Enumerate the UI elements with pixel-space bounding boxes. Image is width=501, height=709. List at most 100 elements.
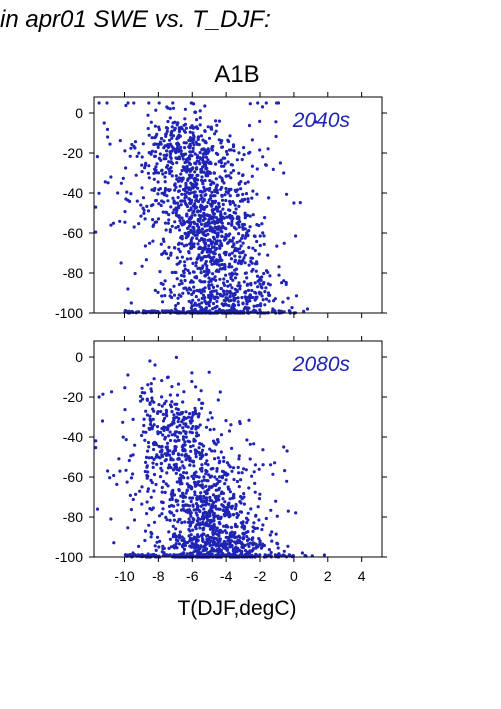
data-point [291,554,295,558]
data-point [243,236,247,240]
data-point [162,425,166,429]
data-point [193,213,197,217]
data-point [206,232,210,236]
data-point [216,516,220,521]
data-point [241,535,246,540]
data-point [221,504,225,508]
data-point [183,231,187,235]
data-point [230,251,234,255]
data-point [282,279,286,283]
data-point [97,395,101,399]
data-point [177,189,181,193]
data-point [166,221,170,225]
data-point [163,416,167,420]
data-point [175,262,179,266]
data-point [156,410,160,414]
data-point [115,482,119,486]
data-point [100,419,105,423]
data-point [154,165,158,169]
data-point [192,508,196,512]
data-point [201,539,205,543]
data-point [179,152,183,156]
data-point [181,435,186,439]
data-point [203,274,207,278]
data-point [210,190,214,194]
data-point [241,234,245,238]
data-point [230,219,234,223]
data-point [209,202,213,206]
data-point [228,202,232,206]
data-point [153,309,157,313]
data-point [181,306,185,310]
data-point [159,203,163,208]
data-point [212,255,216,259]
data-point [269,508,273,512]
data-point [211,532,215,537]
data-point [190,379,194,384]
data-point [194,427,198,431]
data-point [184,410,188,414]
data-point [188,162,192,166]
data-point [223,540,227,544]
data-point [250,174,254,178]
data-point [161,237,165,241]
data-point [187,504,192,508]
data-point [209,290,213,294]
data-point [152,489,156,493]
data-point [195,156,199,160]
data-point [160,169,164,173]
data-point [157,403,161,407]
data-point [191,517,195,521]
data-point [146,209,151,213]
data-point [224,273,228,277]
data-point [180,168,184,173]
data-point [214,514,218,518]
data-point [175,146,179,150]
data-point [163,490,167,494]
data-point [180,445,184,449]
data-point [200,479,204,483]
data-point [206,200,210,205]
data-point [245,276,249,280]
data-point [207,198,211,202]
data-point [242,531,246,536]
data-point [206,463,210,467]
data-point [168,393,172,397]
data-point [232,309,236,314]
data-point [129,507,133,512]
data-point [164,134,168,138]
data-point [254,514,258,518]
data-point [191,528,195,532]
data-point [233,507,237,511]
data-point [314,120,318,124]
data-point [149,389,154,393]
data-point [227,174,231,178]
data-point [270,530,274,534]
data-point [180,538,184,543]
data-point [241,192,245,196]
data-point [184,194,188,198]
data-point [167,434,171,438]
data-point [168,430,172,434]
data-point [226,138,230,142]
data-point [156,180,160,184]
data-point [268,274,272,278]
data-point [294,234,298,238]
data-point [205,501,209,505]
data-point [252,521,256,525]
data-point [157,545,161,549]
data-point [156,192,160,196]
data-point [215,191,220,195]
data-point [155,540,159,544]
data-point [149,495,153,499]
data-point [203,523,208,527]
data-point [251,541,255,545]
data-point [257,497,262,501]
data-point [167,218,171,222]
data-point [236,296,240,300]
data-point [219,217,223,222]
data-point [275,244,279,248]
data-point [192,535,197,539]
data-point [162,479,166,484]
data-point [239,180,243,184]
